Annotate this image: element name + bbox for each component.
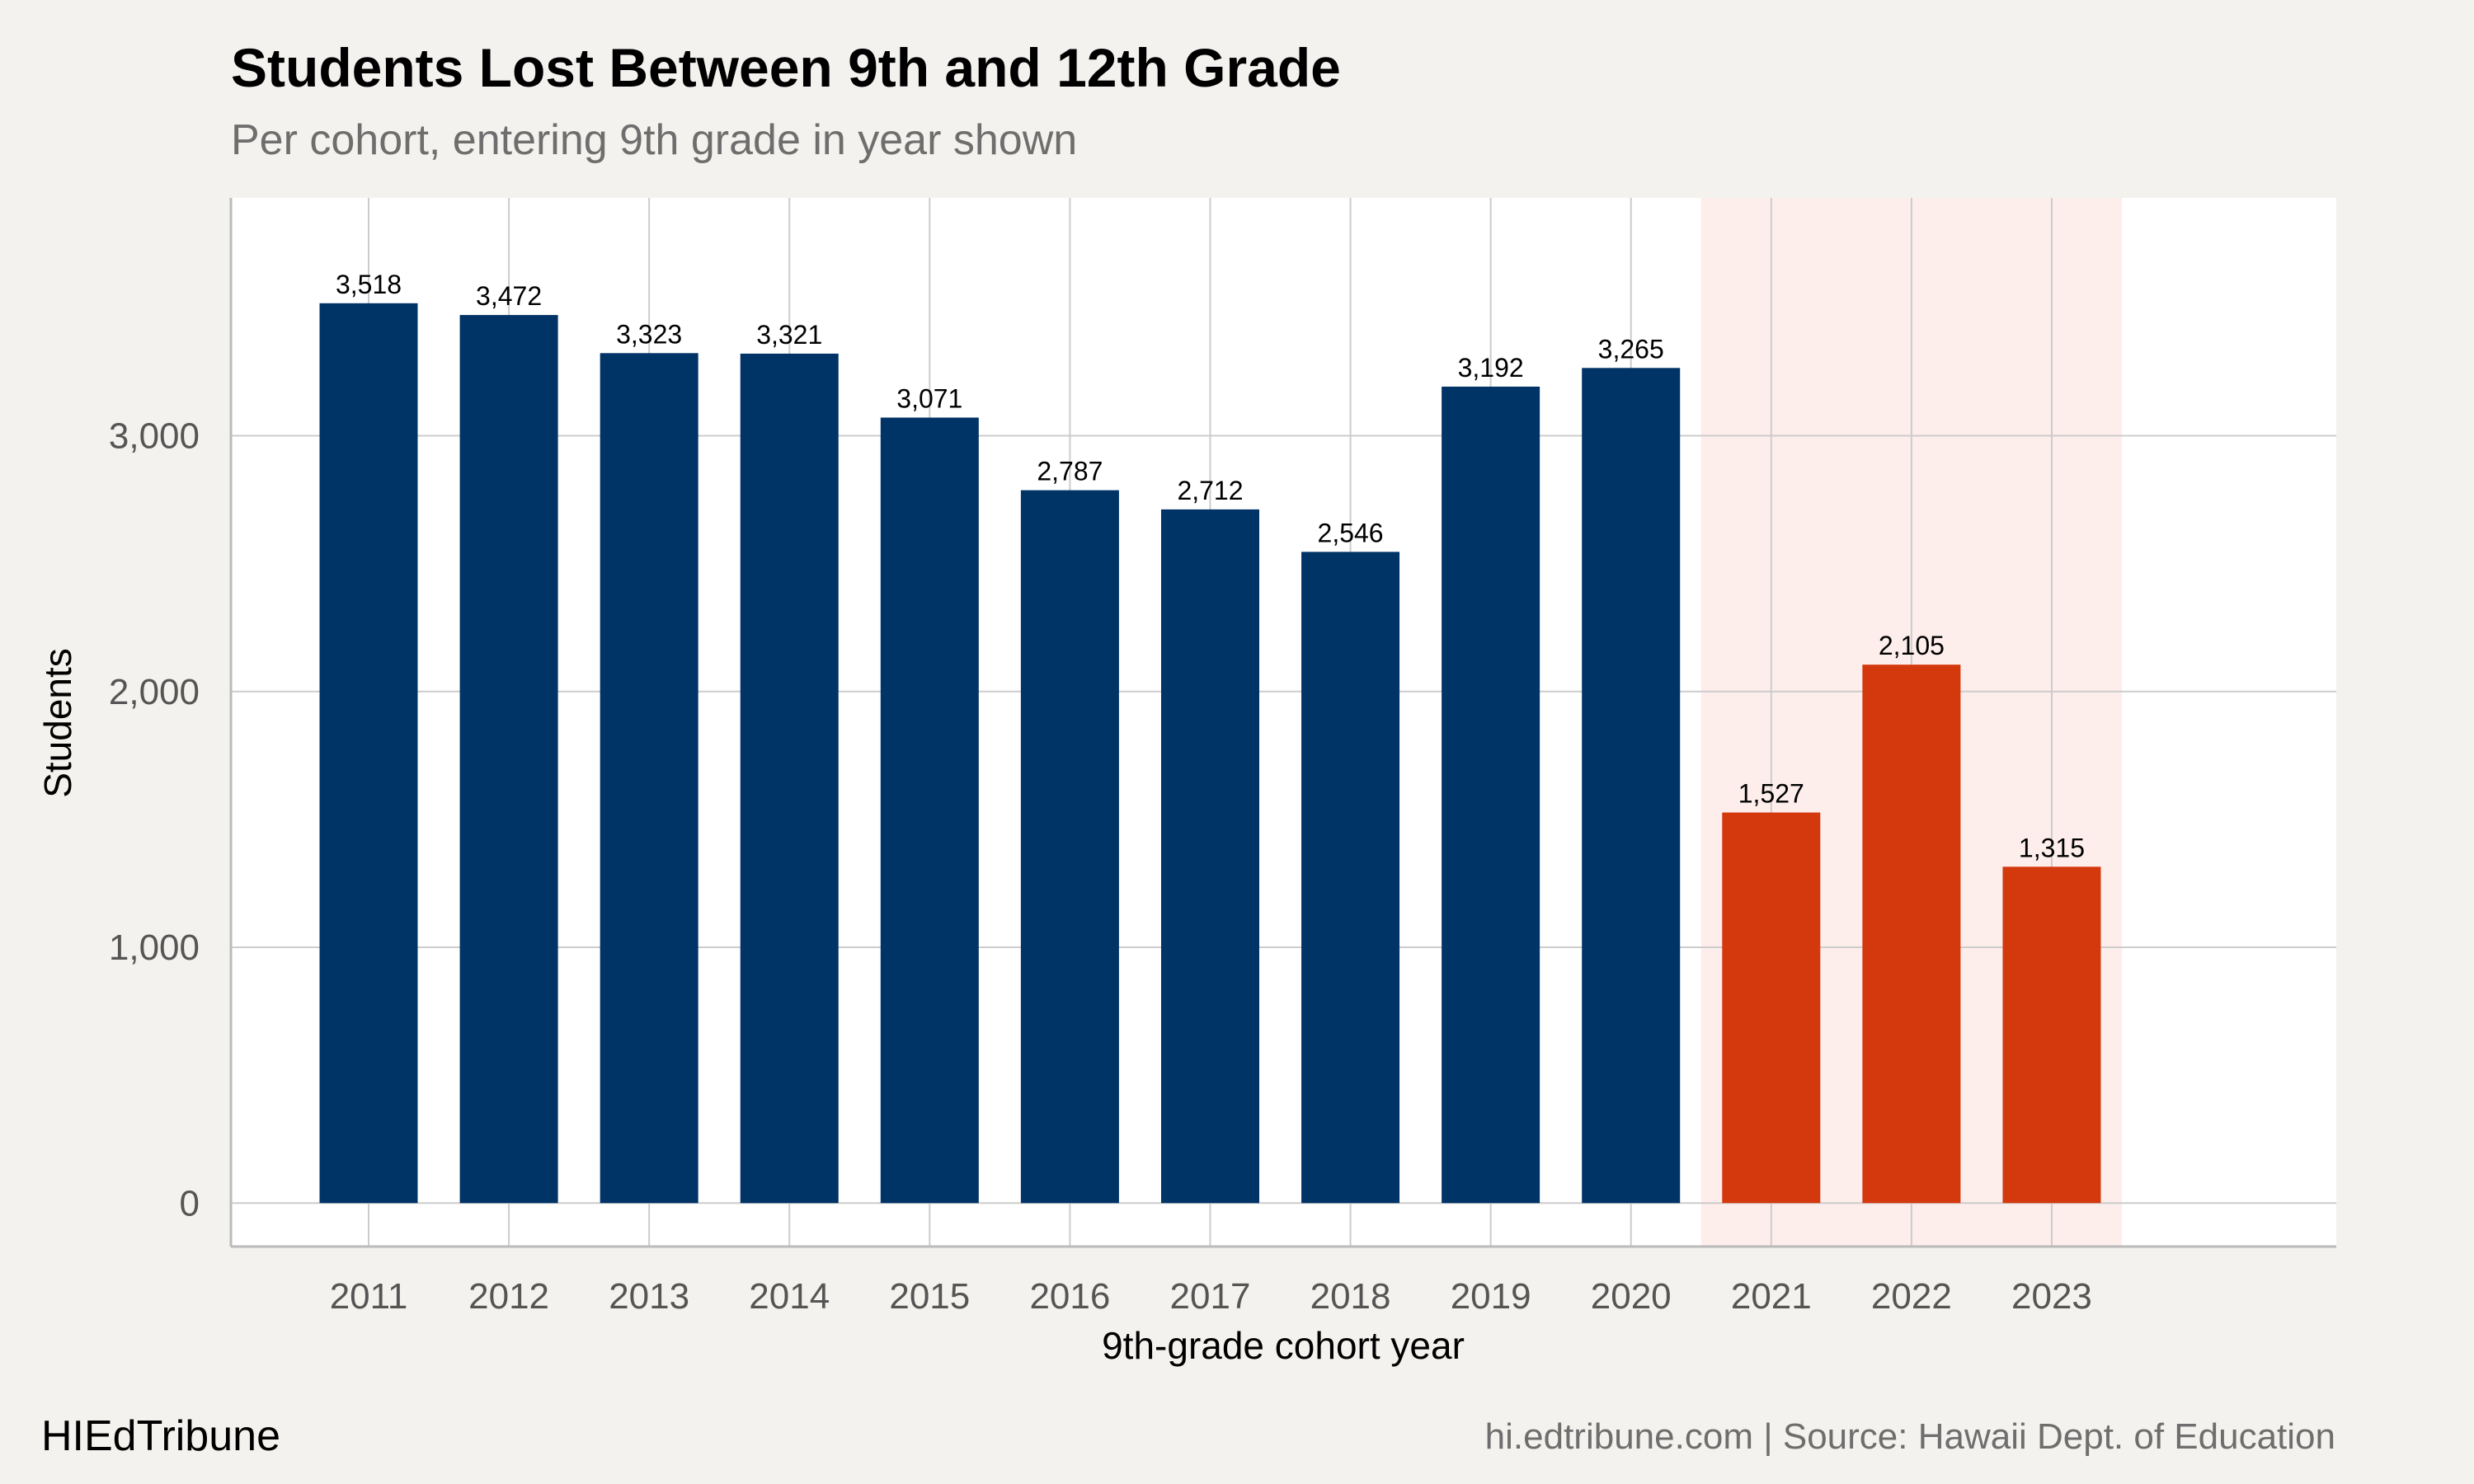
x-tick-label: 2019	[1451, 1276, 1531, 1317]
x-axis-label: 9th-grade cohort year	[1102, 1324, 1465, 1367]
value-label-2018: 2,546	[1318, 518, 1384, 547]
chart-subtitle: Per cohort, entering 9th grade in year s…	[231, 116, 1078, 164]
value-label-2013: 3,323	[616, 319, 682, 349]
y-tick-label: 0	[180, 1183, 200, 1223]
x-tick-label: 2018	[1310, 1276, 1391, 1317]
chart-title: Students Lost Between 9th and 12th Grade	[231, 37, 1341, 98]
y-tick-label: 3,000	[109, 416, 200, 457]
value-label-2011: 3,518	[336, 270, 402, 299]
x-tick-label: 2022	[1871, 1276, 1952, 1317]
value-label-2020: 3,265	[1598, 334, 1664, 364]
y-axis-label: Students	[36, 648, 79, 798]
x-tick-label: 2015	[889, 1276, 970, 1317]
x-tick-label: 2023	[2011, 1276, 2092, 1317]
bar-2020	[1582, 368, 1681, 1204]
bar-2012	[459, 315, 558, 1204]
x-tick-label: 2020	[1591, 1276, 1672, 1317]
value-label-2016: 2,787	[1037, 457, 1103, 486]
x-tick-label: 2016	[1029, 1276, 1110, 1317]
bar-2018	[1301, 552, 1400, 1204]
bar-2019	[1442, 386, 1540, 1204]
x-tick-label: 2012	[468, 1276, 549, 1317]
x-tick-label: 2017	[1170, 1276, 1251, 1317]
bar-2022	[1862, 665, 1961, 1204]
bar-2015	[880, 417, 979, 1204]
value-label-2017: 2,712	[1177, 476, 1243, 505]
bar-2013	[600, 353, 698, 1204]
x-tick-label: 2011	[330, 1276, 408, 1317]
bar-2011	[319, 303, 418, 1204]
value-label-2021: 1,527	[1738, 779, 1804, 809]
source-note: hi.edtribune.com | Source: Hawaii Dept. …	[1484, 1416, 2335, 1457]
brand-logo-text: HIEdTribune	[41, 1412, 280, 1460]
value-label-2023: 1,315	[2019, 833, 2085, 862]
value-label-2014: 3,321	[756, 320, 822, 350]
y-tick-label: 1,000	[109, 928, 200, 968]
bar-2023	[2002, 866, 2101, 1204]
x-tick-label: 2013	[609, 1276, 689, 1317]
bar-2021	[1722, 812, 1821, 1204]
bar-2016	[1020, 490, 1119, 1204]
value-label-2022: 2,105	[1879, 631, 1945, 660]
bar-2014	[740, 353, 839, 1204]
x-tick-label: 2021	[1731, 1276, 1812, 1317]
y-tick-label: 2,000	[109, 672, 200, 712]
bar-2017	[1160, 509, 1259, 1204]
value-label-2012: 3,472	[476, 281, 542, 311]
value-label-2015: 3,071	[896, 383, 962, 413]
value-label-2019: 3,192	[1458, 353, 1524, 383]
x-tick-label: 2014	[749, 1276, 830, 1317]
